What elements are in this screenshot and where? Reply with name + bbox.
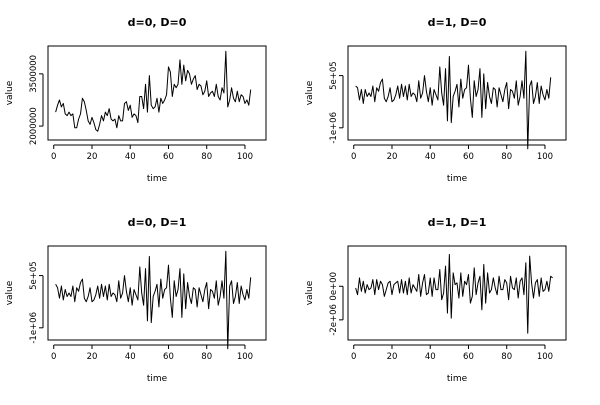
x-tick-label: 80 xyxy=(201,352,212,362)
y-axis: 2000000 3500000 xyxy=(29,55,44,145)
series-line xyxy=(55,50,252,132)
panel-d1-D0: d=1, D=0 0 20 40 60 80 100 -1e+06 5e+05 time v… xyxy=(305,16,567,184)
y-tick-label: -1e+06 xyxy=(29,312,39,344)
series-line xyxy=(355,50,552,150)
x-tick-label: 40 xyxy=(425,352,436,362)
x-axis: 0 20 40 60 80 100 xyxy=(351,344,553,362)
x-axis: 0 20 40 60 80 100 xyxy=(351,144,553,162)
y-axis-label: value xyxy=(5,280,15,305)
x-tick-label: 20 xyxy=(87,152,98,162)
series-line xyxy=(55,250,252,350)
x-tick-label: 60 xyxy=(463,152,474,162)
x-tick-label: 20 xyxy=(387,352,398,362)
panel-title: d=0, D=1 xyxy=(128,216,187,229)
y-tick-label: 3500000 xyxy=(29,55,39,93)
plot-frame xyxy=(347,245,567,341)
y-axis: -1e+06 5e+05 xyxy=(29,261,44,344)
x-tick-label: 40 xyxy=(425,152,436,162)
panel-title: d=1, D=1 xyxy=(428,216,487,229)
x-tick-label: 40 xyxy=(125,352,136,362)
plot-frame xyxy=(47,245,267,341)
y-axis: -2e+06 0e+00 xyxy=(329,272,344,336)
x-tick-label: 0 xyxy=(351,152,356,162)
y-tick-label: -2e+06 xyxy=(329,304,339,336)
panel-d0-D1: d=0, D=1 0 20 40 60 80 100 -1e+06 5e+05 time v… xyxy=(5,216,267,384)
y-tick-label: 0e+00 xyxy=(329,272,339,301)
x-tick-label: 80 xyxy=(501,352,512,362)
y-axis: -1e+06 5e+05 xyxy=(329,61,344,144)
series-line xyxy=(355,253,553,334)
y-tick-label: 5e+05 xyxy=(329,61,339,90)
x-axis: 0 20 40 60 80 100 xyxy=(51,344,253,362)
x-tick-label: 60 xyxy=(463,352,474,362)
y-axis-label: value xyxy=(305,80,315,105)
x-axis-label: time xyxy=(447,174,468,184)
plot-frame xyxy=(347,45,567,141)
x-axis: 0 20 40 60 80 100 xyxy=(51,144,253,162)
x-tick-label: 80 xyxy=(501,152,512,162)
x-tick-label: 0 xyxy=(51,152,56,162)
x-tick-label: 100 xyxy=(537,352,553,362)
x-tick-label: 20 xyxy=(87,352,98,362)
y-tick-label: 5e+05 xyxy=(29,261,39,290)
x-tick-label: 80 xyxy=(201,152,212,162)
panel-d1-D1: d=1, D=1 0 20 40 60 80 100 -2e+06 0e+00 time v… xyxy=(305,216,567,384)
panel-d0-D0: d=0, D=0 0 20 40 60 80 100 2000000 3500000 tim… xyxy=(5,16,267,184)
x-tick-label: 20 xyxy=(387,152,398,162)
x-tick-label: 100 xyxy=(237,352,253,362)
y-axis-label: value xyxy=(305,280,315,305)
y-tick-label: -1e+06 xyxy=(329,112,339,144)
y-axis-label: value xyxy=(5,80,15,105)
x-tick-label: 40 xyxy=(125,152,136,162)
plot-frame xyxy=(47,45,267,141)
x-tick-label: 0 xyxy=(51,352,56,362)
x-tick-label: 100 xyxy=(537,152,553,162)
panel-title: d=1, D=0 xyxy=(428,16,487,29)
x-axis-label: time xyxy=(447,374,468,384)
y-tick-label: 2000000 xyxy=(29,107,39,145)
x-tick-label: 60 xyxy=(163,352,174,362)
x-tick-label: 100 xyxy=(237,152,253,162)
x-axis-label: time xyxy=(147,174,168,184)
x-tick-label: 60 xyxy=(163,152,174,162)
panel-title: d=0, D=0 xyxy=(128,16,187,29)
x-tick-label: 0 xyxy=(351,352,356,362)
x-axis-label: time xyxy=(147,374,168,384)
